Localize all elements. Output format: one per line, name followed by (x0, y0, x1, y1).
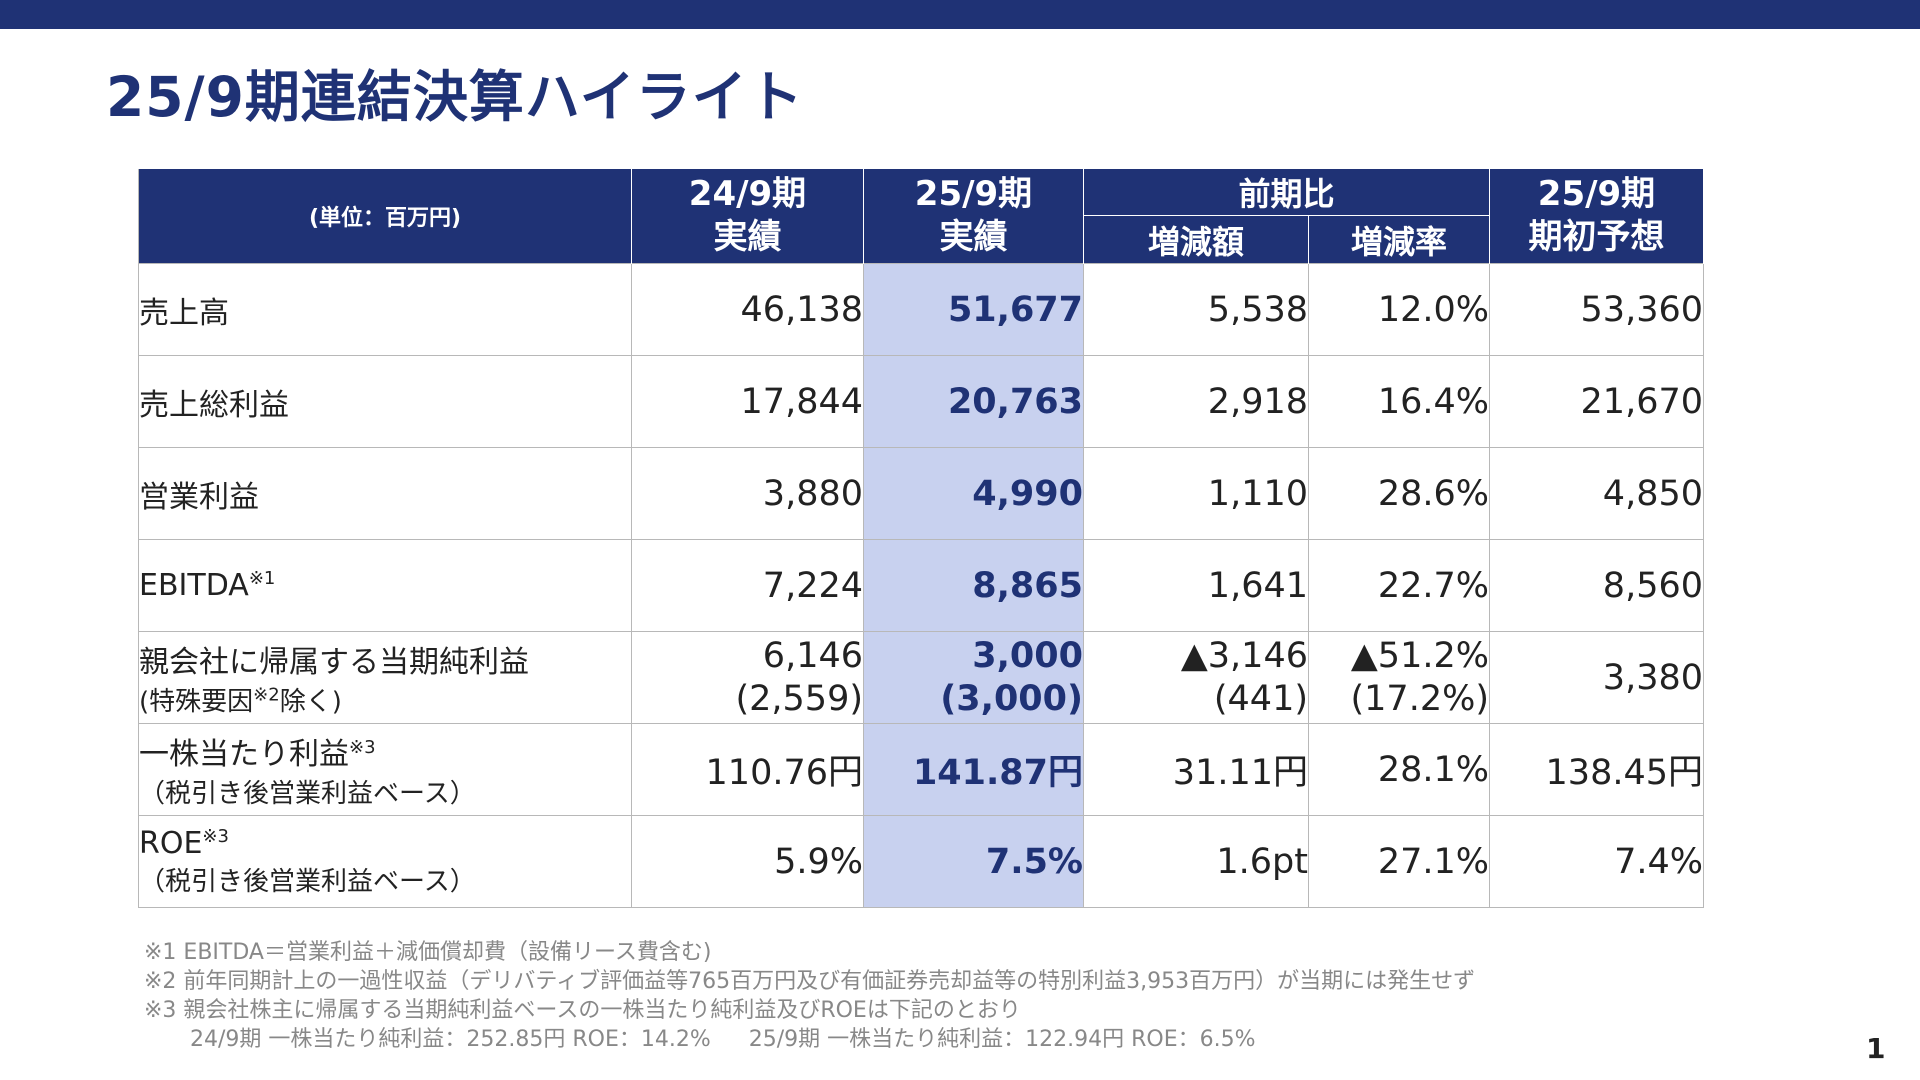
cell-current: 4,990 (863, 447, 1084, 540)
cell-prev: 7,224 (631, 539, 864, 632)
cell-prev: 3,880 (631, 447, 864, 540)
row-label: ROE※3 （税引き後営業利益ベース） (138, 815, 632, 908)
page-title: 25/9期連結決算ハイライト (106, 65, 804, 129)
cell-forecast: 138.45円 (1489, 723, 1704, 816)
row-label: 売上総利益 (138, 355, 632, 448)
cell-prev: 6,146 (2,559) (631, 631, 864, 724)
table-row-gross-profit: 売上総利益 17,844 20,763 2,918 16.4% 21,670 (138, 355, 1704, 448)
cell-diff: 5,538 (1083, 263, 1309, 356)
footnote-ref: ※1 (248, 568, 276, 589)
row-label: 売上高 (138, 263, 632, 356)
cell-rate: 27.1% (1308, 815, 1490, 908)
cell-diff: 31.11円 (1083, 723, 1309, 816)
header-rate: 増減率 (1308, 215, 1490, 264)
cell-current: 20,763 (863, 355, 1084, 448)
footnote-ref: ※3 (349, 737, 376, 758)
row-label: 一株当たり利益※3 （税引き後営業利益ベース） (138, 723, 632, 816)
cell-diff: ▲3,146 (441) (1083, 631, 1309, 724)
header-diff: 増減額 (1083, 215, 1309, 264)
header-current-actual: 25/9期 実績 (863, 169, 1084, 264)
row-label: EBITDA※1 (138, 539, 632, 632)
cell-diff: 1.6pt (1083, 815, 1309, 908)
cell-diff: 2,918 (1083, 355, 1309, 448)
row-label: 営業利益 (138, 447, 632, 540)
footnote-1: ※1 EBITDA＝営業利益＋減価償却費（設備リース費含む) (144, 940, 712, 965)
cell-rate: ▲51.2% (17.2%) (1308, 631, 1490, 724)
top-accent-bar (0, 0, 1920, 29)
financial-highlights-table: (単位：百万円) 24/9期 実績 25/9期 実績 前期比 25/9期 期初予想 増… (138, 169, 1704, 908)
footnotes: ※1 EBITDA＝営業利益＋減価償却費（設備リース費含む) ※2 前年同期計上… (144, 938, 1475, 1054)
cell-current: 51,677 (863, 263, 1084, 356)
footnote-ref: ※2 (253, 684, 280, 706)
cell-prev: 46,138 (631, 263, 864, 356)
cell-diff: 1,110 (1083, 447, 1309, 540)
cell-prev: 17,844 (631, 355, 864, 448)
page-number: 1 (1866, 1032, 1886, 1065)
cell-diff: 1,641 (1083, 539, 1309, 632)
cell-forecast: 3,380 (1489, 631, 1704, 724)
table-row-eps: 一株当たり利益※3 （税引き後営業利益ベース） 110.76円 141.87円 … (138, 723, 1704, 816)
cell-prev: 5.9% (631, 815, 864, 908)
cell-current: 8,865 (863, 539, 1084, 632)
table-row-operating-profit: 営業利益 3,880 4,990 1,110 28.6% 4,850 (138, 447, 1704, 540)
footnote-3-detail: 24/9期 一株当たり純利益：252.85円 ROE：14.2% 25/9期 一株… (190, 1027, 1256, 1052)
footnote-2: ※2 前年同期計上の一過性収益（デリバティブ評価益等765百万円及び有価証券売却… (144, 969, 1476, 994)
cell-rate: 12.0% (1308, 263, 1490, 356)
cell-current: 7.5% (863, 815, 1084, 908)
cell-rate: 28.1% (1308, 723, 1490, 816)
cell-current: 141.87円 (863, 723, 1084, 816)
footnote-ref: ※3 (202, 825, 229, 847)
cell-current: 3,000 (3,000) (863, 631, 1084, 724)
cell-rate: 22.7% (1308, 539, 1490, 632)
header-forecast: 25/9期 期初予想 (1489, 169, 1704, 264)
cell-prev: 110.76円 (631, 723, 864, 816)
row-label: 親会社に帰属する当期純利益 (特殊要因※2除く) (138, 631, 632, 724)
cell-rate: 16.4% (1308, 355, 1490, 448)
cell-rate: 28.6% (1308, 447, 1490, 540)
cell-forecast: 7.4% (1489, 815, 1704, 908)
cell-forecast: 53,360 (1489, 263, 1704, 356)
cell-forecast: 21,670 (1489, 355, 1704, 448)
cell-forecast: 8,560 (1489, 539, 1704, 632)
header-prev-actual: 24/9期 実績 (631, 169, 864, 264)
table-row-roe: ROE※3 （税引き後営業利益ベース） 5.9% 7.5% 1.6pt 27.1… (138, 815, 1704, 908)
cell-forecast: 4,850 (1489, 447, 1704, 540)
table-row-sales: 売上高 46,138 51,677 5,538 12.0% 53,360 (138, 263, 1704, 356)
unit-label: (単位：百万円) (138, 169, 632, 264)
footnote-3: ※3 親会社株主に帰属する当期純利益ベースの一株当たり純利益及びROEは下記のと… (144, 998, 1021, 1023)
table-row-ebitda: EBITDA※1 7,224 8,865 1,641 22.7% 8,560 (138, 539, 1704, 632)
table-row-net-income: 親会社に帰属する当期純利益 (特殊要因※2除く) 6,146 (2,559) 3,… (138, 631, 1704, 724)
header-yoy-group: 前期比 (1083, 169, 1490, 216)
